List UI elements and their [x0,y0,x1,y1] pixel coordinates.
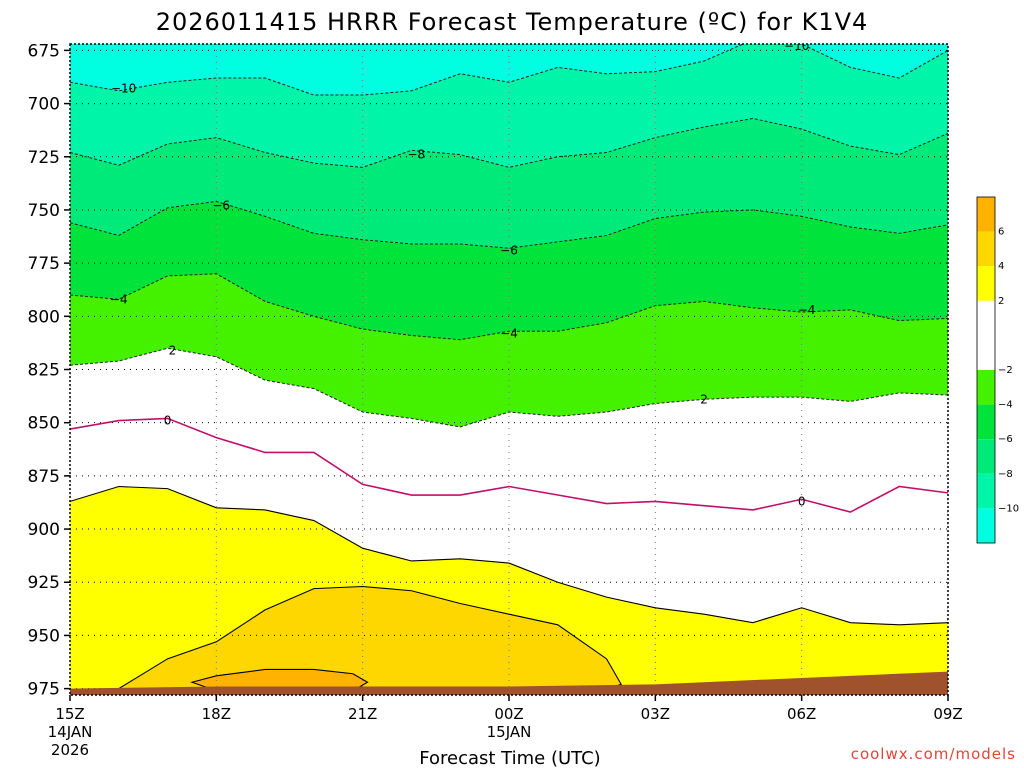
x-tick-label: 21Z [348,705,377,723]
colorbar-label: −10 [998,503,1019,514]
y-tick-label: 775 [28,254,60,274]
colorbar-swatch [977,266,995,301]
y-tick-label: 950 [28,626,60,646]
x-tick-label: 09Z [933,705,962,723]
colorbar: 6 4 2 −2 −4 −6 −8 −10 [976,196,1019,544]
chart-title: 2026011415 HRRR Forecast Temperature (ºC… [156,8,869,36]
x-tick-year: 2026 [51,741,89,759]
colorbar-swatch [977,370,995,405]
isotherm-label: −10 [784,39,809,53]
isotherm-minus2 [70,347,948,428]
x-tick-label: 03Z [641,705,670,723]
colorbar-swatch [977,197,995,232]
band-6-to-8 [191,669,368,691]
x-axis-title: Forecast Time (UTC) [419,748,600,768]
isotherm-minus4 [70,273,948,341]
colorbar-swatch [977,439,995,474]
y-axis: 675 700 725 750 775 800 825 850 875 900 925 950 975 [28,41,70,700]
y-tick-label: 800 [28,307,60,327]
colorbar-label: 6 [998,227,1004,238]
colorbar-label: 4 [998,261,1004,272]
x-tick-label: 15Z [55,705,84,723]
isotherm-minus10 [70,44,948,96]
plot-area: −10 −10 −8 −6 −6 −4 −4 −4 2 2 0 0 [70,39,948,695]
isotherm-minus8 [70,117,948,168]
credit-text: coolwx.com/models [851,745,1016,763]
colorbar-label: −8 [998,469,1013,480]
ground-surface [70,671,948,695]
x-tick-date: 14JAN [48,723,93,741]
x-tick-label: 06Z [787,705,816,723]
colorbar-label: −6 [998,434,1013,445]
isotherm-label: −6 [500,243,518,257]
isotherm-label: 2 [169,343,177,357]
colorbar-swatch [977,231,995,267]
isotherm-minus6 [70,200,948,249]
isotherm-label: 2 [700,392,708,406]
colorbar-frame [976,196,996,544]
isotherm-label: −4 [500,326,518,340]
y-tick-label: 875 [28,467,60,487]
isotherm-label: 0 [164,414,172,428]
colorbar-swatch [977,473,995,509]
isotherm-label: 0 [798,494,806,508]
y-tick-label: 925 [28,573,60,593]
colorbar-label: −4 [998,400,1013,411]
x-tick-label: 00Z [494,705,523,723]
y-tick-label: 725 [28,148,60,168]
colorbar-swatch [977,404,995,440]
colorbar-swatch [977,300,995,370]
colorbar-label: 2 [998,296,1004,307]
colorbar-swatch [977,508,995,543]
isotherm-0 [70,417,948,513]
isotherm-labels: −10 −10 −8 −6 −6 −4 −4 −4 2 2 0 0 [110,39,816,508]
band-4-to-6 [118,586,622,693]
isotherm-label: −6 [212,199,230,213]
y-tick-label: 750 [28,201,60,221]
y-tick-label: 850 [28,414,60,434]
isotherm-label: −10 [111,82,136,96]
y-tick-label: 825 [28,361,60,381]
isotherm-label: −4 [798,303,816,317]
isotherm-warm-2 [70,485,948,626]
y-tick-label: 975 [28,680,60,700]
x-tick-label: 18Z [202,705,231,723]
y-tick-label: 675 [28,41,60,61]
isotherm-label: −4 [110,292,128,306]
isotherm-label: −8 [407,148,425,162]
x-tick-date: 15JAN [487,723,532,741]
colorbar-label: −2 [998,365,1013,376]
y-tick-label: 700 [28,95,60,115]
ground-fill [70,671,948,695]
y-tick-label: 900 [28,520,60,540]
